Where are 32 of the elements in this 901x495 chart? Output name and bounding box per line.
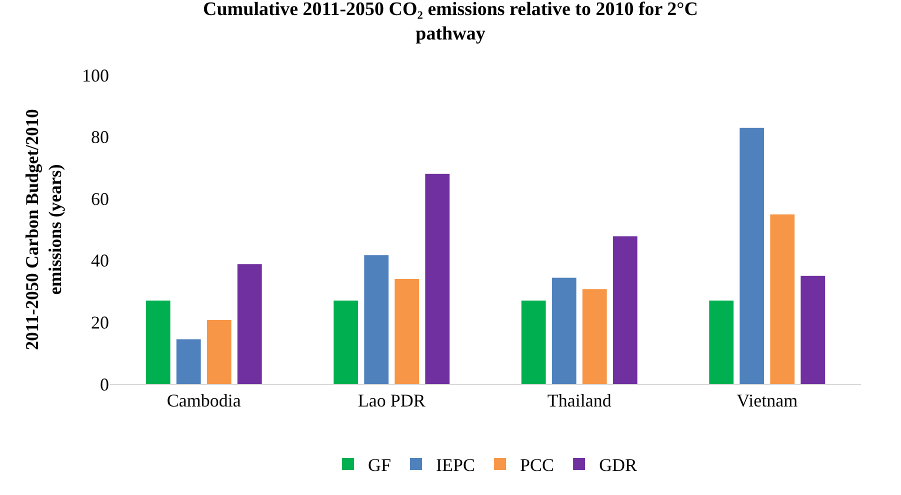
chart-title: Cumulative 2011-2050 CO₂ emissions relative to 2010 for 2°C pathway [203,0,698,45]
bar [146,300,170,384]
bar [425,174,450,384]
bar [770,214,795,384]
bar [334,300,358,384]
legend-label: IEPC [436,455,476,476]
bar [176,339,201,384]
x-tick-label: Vietnam [736,390,798,411]
bar [612,236,638,384]
bar [237,264,262,384]
bar [552,278,576,384]
legend-label: GDR [599,455,638,476]
y-tick-label: 0 [100,374,109,394]
x-tick-label: Thailand [547,390,612,411]
bar [709,300,734,384]
y-tick-label: 20 [91,312,109,332]
bar [206,320,232,384]
bar [364,255,389,384]
y-tick-label: 80 [91,127,109,148]
y-tick-label: 100 [82,65,109,86]
bar [521,300,546,384]
legend-label: PCC [520,455,554,476]
bar [800,276,826,384]
y-tick-label: 60 [91,188,109,209]
x-tick-label: Cambodia [166,390,241,411]
y-axis-title: 2011-2050 Carbon Budget/2010 emissions (years) [22,108,66,350]
y-tick-label: 40 [91,250,109,271]
bar [582,289,607,384]
bar [740,128,764,384]
legend-label: GF [368,455,392,476]
x-tick-label: Lao PDR [358,390,426,411]
bar [394,278,420,384]
